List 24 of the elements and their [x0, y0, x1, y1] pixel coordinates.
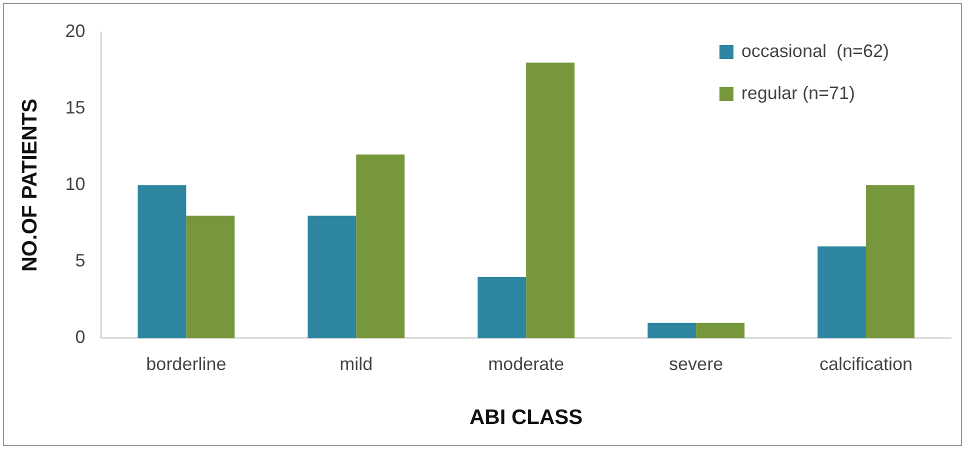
y-tick-label: 10: [65, 174, 86, 194]
y-tick-label: 15: [65, 98, 86, 118]
bar: [866, 185, 914, 338]
x-tick-label: calcification: [820, 354, 913, 374]
x-tick-label: mild: [340, 354, 373, 374]
legend-label: occasional (n=62): [741, 40, 890, 61]
bar: [526, 62, 575, 338]
bar: [308, 216, 356, 338]
bar: [138, 185, 186, 338]
x-tick-label: borderline: [146, 354, 226, 374]
y-tick-label: 5: [75, 250, 86, 271]
bar: [696, 322, 745, 338]
bar: [186, 216, 235, 338]
x-tick-label: severe: [669, 354, 724, 374]
x-tick-label: moderate: [488, 354, 564, 374]
bar: [478, 276, 526, 338]
bar: [356, 154, 405, 338]
bar: [648, 322, 696, 338]
x-axis-title: ABI CLASS: [470, 406, 583, 430]
y-axis-title: NO.OF PATIENTS: [18, 98, 42, 272]
y-tick-label: 20: [65, 20, 86, 41]
bar: [818, 246, 866, 338]
y-tick-label: 0: [75, 327, 86, 348]
legend-label: regular (n=71): [741, 82, 855, 103]
